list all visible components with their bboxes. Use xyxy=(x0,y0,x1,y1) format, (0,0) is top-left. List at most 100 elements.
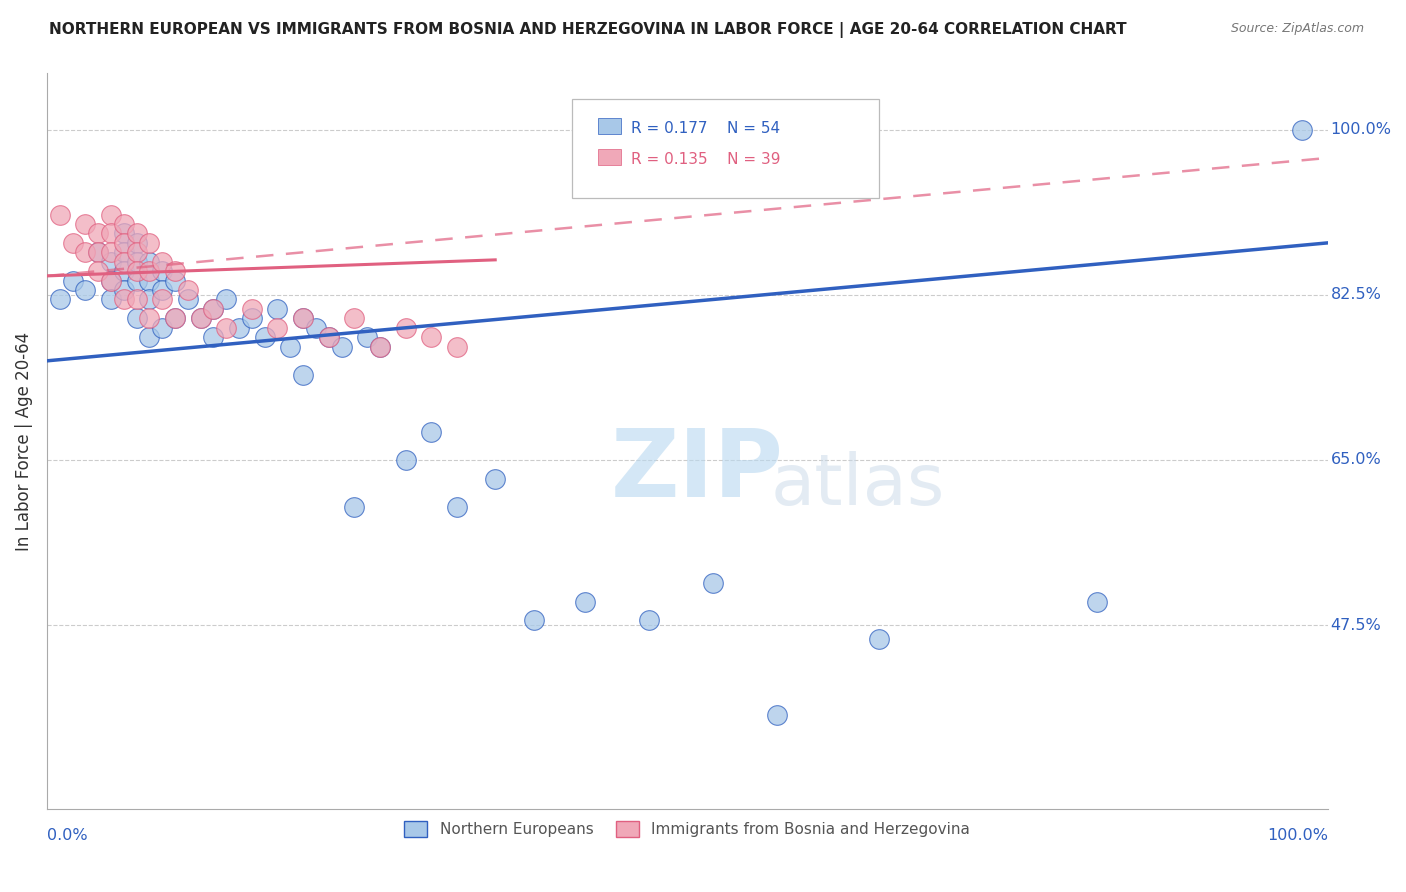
Point xyxy=(138,264,160,278)
Point xyxy=(368,340,391,354)
Point xyxy=(292,311,315,326)
Point xyxy=(266,320,288,334)
Point xyxy=(163,264,186,278)
Point xyxy=(278,340,301,354)
Point xyxy=(100,293,122,307)
Text: NORTHERN EUROPEAN VS IMMIGRANTS FROM BOSNIA AND HERZEGOVINA IN LABOR FORCE | AGE: NORTHERN EUROPEAN VS IMMIGRANTS FROM BOS… xyxy=(49,22,1126,38)
Point xyxy=(484,472,506,486)
Point xyxy=(87,264,110,278)
Point xyxy=(75,245,97,260)
Point xyxy=(766,707,789,722)
Point xyxy=(1085,594,1108,608)
Point xyxy=(112,293,135,307)
Point xyxy=(240,311,263,326)
Point xyxy=(394,453,416,467)
Point xyxy=(318,330,340,344)
Text: 0.0%: 0.0% xyxy=(46,828,87,843)
Point xyxy=(138,293,160,307)
Point xyxy=(163,274,186,288)
Point xyxy=(100,274,122,288)
Point xyxy=(202,301,225,316)
Point xyxy=(446,340,468,354)
Point xyxy=(138,235,160,250)
Point xyxy=(75,283,97,297)
Point xyxy=(125,274,148,288)
Point xyxy=(150,283,173,297)
Point xyxy=(100,254,122,268)
Point xyxy=(202,301,225,316)
Point xyxy=(125,227,148,241)
Point xyxy=(125,264,148,278)
Point xyxy=(150,320,173,334)
Text: Source: ZipAtlas.com: Source: ZipAtlas.com xyxy=(1230,22,1364,36)
Text: atlas: atlas xyxy=(770,450,945,520)
Point xyxy=(112,264,135,278)
Point xyxy=(48,208,70,222)
Point xyxy=(150,293,173,307)
Point xyxy=(125,254,148,268)
Text: 65.0%: 65.0% xyxy=(1330,452,1381,467)
Point xyxy=(523,614,546,628)
Text: 47.5%: 47.5% xyxy=(1330,617,1381,632)
Point xyxy=(112,235,135,250)
Y-axis label: In Labor Force | Age 20-64: In Labor Force | Age 20-64 xyxy=(15,332,32,550)
Point xyxy=(1291,122,1313,136)
Point xyxy=(305,320,328,334)
Point xyxy=(356,330,378,344)
Point xyxy=(112,245,135,260)
Point xyxy=(87,245,110,260)
Point xyxy=(138,274,160,288)
Point xyxy=(702,575,724,590)
FancyBboxPatch shape xyxy=(598,118,620,134)
Point xyxy=(150,264,173,278)
Point xyxy=(190,311,212,326)
Point xyxy=(138,254,160,268)
Point xyxy=(87,227,110,241)
Point xyxy=(48,293,70,307)
Point xyxy=(125,235,148,250)
Point xyxy=(100,245,122,260)
Point xyxy=(446,500,468,515)
Point xyxy=(292,311,315,326)
Point xyxy=(343,500,366,515)
Point xyxy=(125,245,148,260)
Point xyxy=(638,614,661,628)
Point xyxy=(100,227,122,241)
Point xyxy=(163,311,186,326)
Point xyxy=(318,330,340,344)
Point xyxy=(240,301,263,316)
Point xyxy=(163,311,186,326)
Text: 82.5%: 82.5% xyxy=(1330,287,1381,302)
Point xyxy=(330,340,353,354)
Point xyxy=(150,254,173,268)
Point xyxy=(420,425,443,439)
Point xyxy=(138,311,160,326)
Point xyxy=(177,283,200,297)
Point xyxy=(100,208,122,222)
Point xyxy=(125,311,148,326)
Point xyxy=(112,254,135,268)
Point xyxy=(62,235,84,250)
Point xyxy=(177,293,200,307)
FancyBboxPatch shape xyxy=(572,99,880,198)
Point xyxy=(253,330,276,344)
Point xyxy=(368,340,391,354)
Point xyxy=(215,293,238,307)
Text: R = 0.135    N = 39: R = 0.135 N = 39 xyxy=(631,152,780,167)
Point xyxy=(100,274,122,288)
Point xyxy=(87,245,110,260)
Legend: Northern Europeans, Immigrants from Bosnia and Herzegovina: Northern Europeans, Immigrants from Bosn… xyxy=(399,817,974,842)
Point xyxy=(215,320,238,334)
Point xyxy=(394,320,416,334)
Point xyxy=(202,330,225,344)
Point xyxy=(112,227,135,241)
Text: R = 0.177    N = 54: R = 0.177 N = 54 xyxy=(631,120,780,136)
Point xyxy=(125,293,148,307)
Text: 100.0%: 100.0% xyxy=(1330,122,1392,137)
FancyBboxPatch shape xyxy=(598,149,620,165)
Text: 100.0%: 100.0% xyxy=(1267,828,1327,843)
Point xyxy=(266,301,288,316)
Text: ZIP: ZIP xyxy=(610,425,783,516)
Point xyxy=(75,217,97,231)
Point xyxy=(228,320,250,334)
